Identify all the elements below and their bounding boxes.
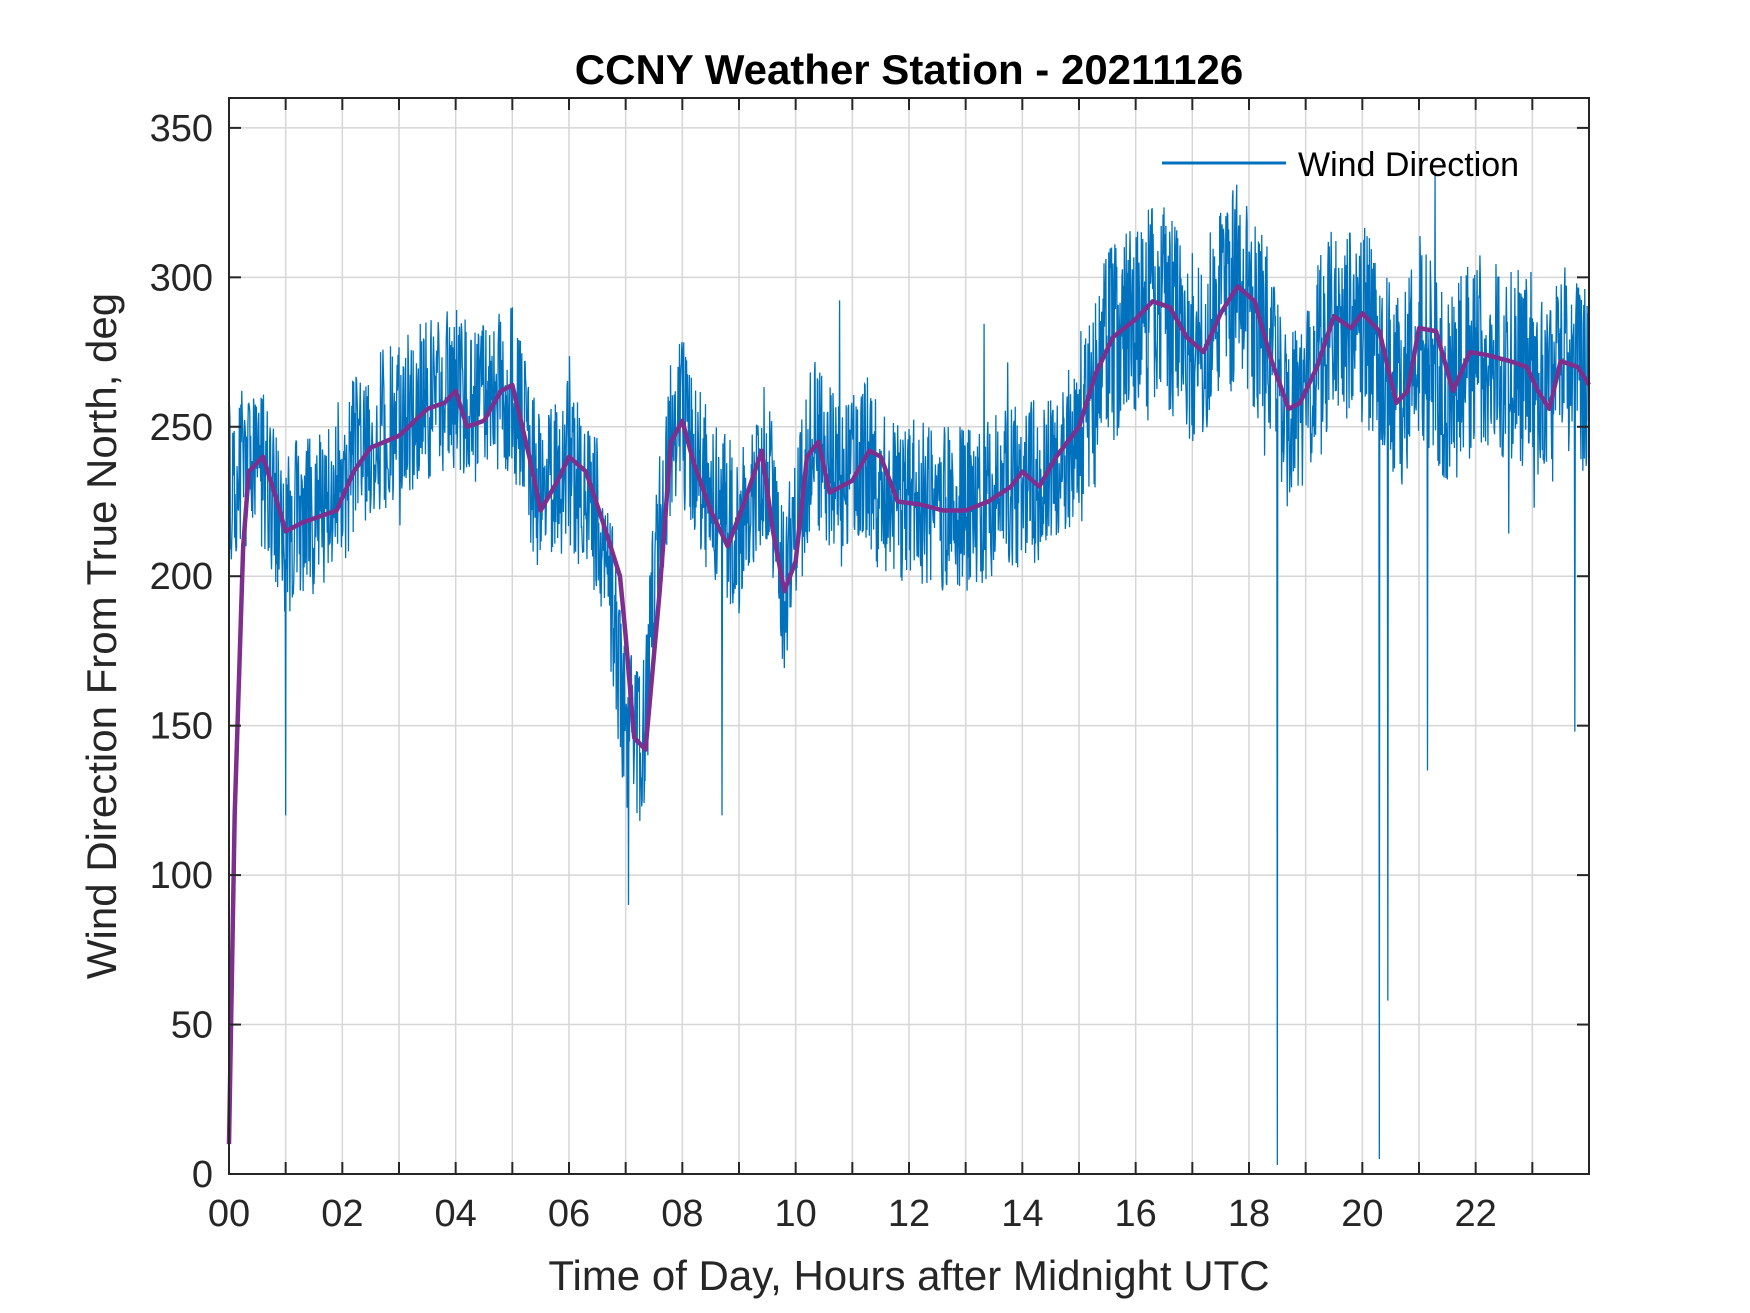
x-tick-label: 12: [888, 1193, 930, 1235]
y-tick-label: 200: [150, 556, 213, 598]
legend-label-wind-direction: Wind Direction: [1298, 146, 1519, 184]
legend: Wind Direction: [1162, 146, 1519, 184]
x-tick-label: 16: [1115, 1193, 1157, 1235]
y-axis-label: Wind Direction From True North, deg: [78, 293, 125, 979]
x-tick-label: 08: [661, 1193, 703, 1235]
y-tick-label: 250: [150, 407, 213, 449]
x-tick-label: 02: [321, 1193, 363, 1235]
y-tick-label: 100: [150, 855, 213, 897]
x-tick-label: 14: [1001, 1193, 1043, 1235]
y-tick-label: 0: [192, 1154, 213, 1196]
x-tick-label: 04: [435, 1193, 477, 1235]
tick-labels: 00 02 04 06 08 10 12 14 16 18 20 22 0 50 100 150 200 250 3…: [150, 108, 1497, 1235]
series-layer: [226, 172, 1591, 1166]
x-tick-label: 10: [775, 1193, 817, 1235]
x-tick-label: 00: [208, 1193, 250, 1235]
axes-frame: [228, 97, 1590, 1175]
x-tick-label: 06: [548, 1193, 590, 1235]
series-wind-direction: [228, 172, 1590, 1166]
x-tick-label: 18: [1228, 1193, 1270, 1235]
x-axis-label: Time of Day, Hours after Midnight UTC: [548, 1252, 1269, 1299]
y-tick-label: 350: [150, 108, 213, 150]
x-tick-label: 20: [1341, 1193, 1383, 1235]
y-tick-label: 150: [150, 706, 213, 748]
y-tick-label: 300: [150, 257, 213, 299]
chart-title: CCNY Weather Station - 20211126: [575, 46, 1243, 93]
x-tick-label: 22: [1455, 1193, 1497, 1235]
series-smoothed-wind-direction: [226, 284, 1591, 1145]
y-tick-label: 50: [171, 1005, 213, 1047]
